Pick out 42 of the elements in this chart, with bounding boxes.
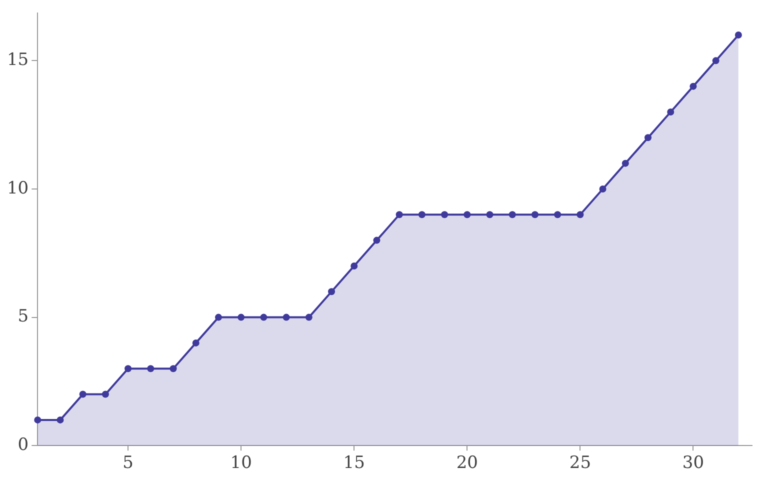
point [102,390,109,398]
point [396,211,403,218]
x-tick-label: 5 [122,453,134,474]
point [305,314,312,321]
point [373,236,380,244]
point [192,339,200,346]
x-tick-label: 20 [456,453,478,474]
point [328,288,336,296]
point [734,32,742,39]
point [238,314,245,321]
point [464,211,471,218]
y-tick-label: 15 [6,50,29,70]
point [282,314,290,321]
point [644,134,652,142]
y-tick-label: 5 [18,306,29,327]
x-tick-label: 10 [230,453,252,474]
point [486,211,494,218]
point [599,185,606,192]
point [214,314,222,321]
point [350,262,358,270]
point [712,57,720,64]
point [531,211,538,218]
point [554,211,562,218]
y-tick-label: 0 [18,435,29,456]
x-tick-label: 15 [343,453,365,474]
point [622,160,629,167]
point [56,416,64,424]
point [260,314,268,321]
point [170,365,177,372]
point [441,211,448,218]
x-tick-label: 30 [682,453,704,474]
point [690,82,697,90]
x-tick-label: 25 [569,453,592,474]
point [147,365,154,372]
point [576,211,584,218]
point [79,390,86,398]
point [34,416,42,424]
point [124,365,132,372]
y-tick-label: 10 [6,178,29,198]
point [508,211,516,218]
point [667,108,674,116]
point [418,211,426,218]
